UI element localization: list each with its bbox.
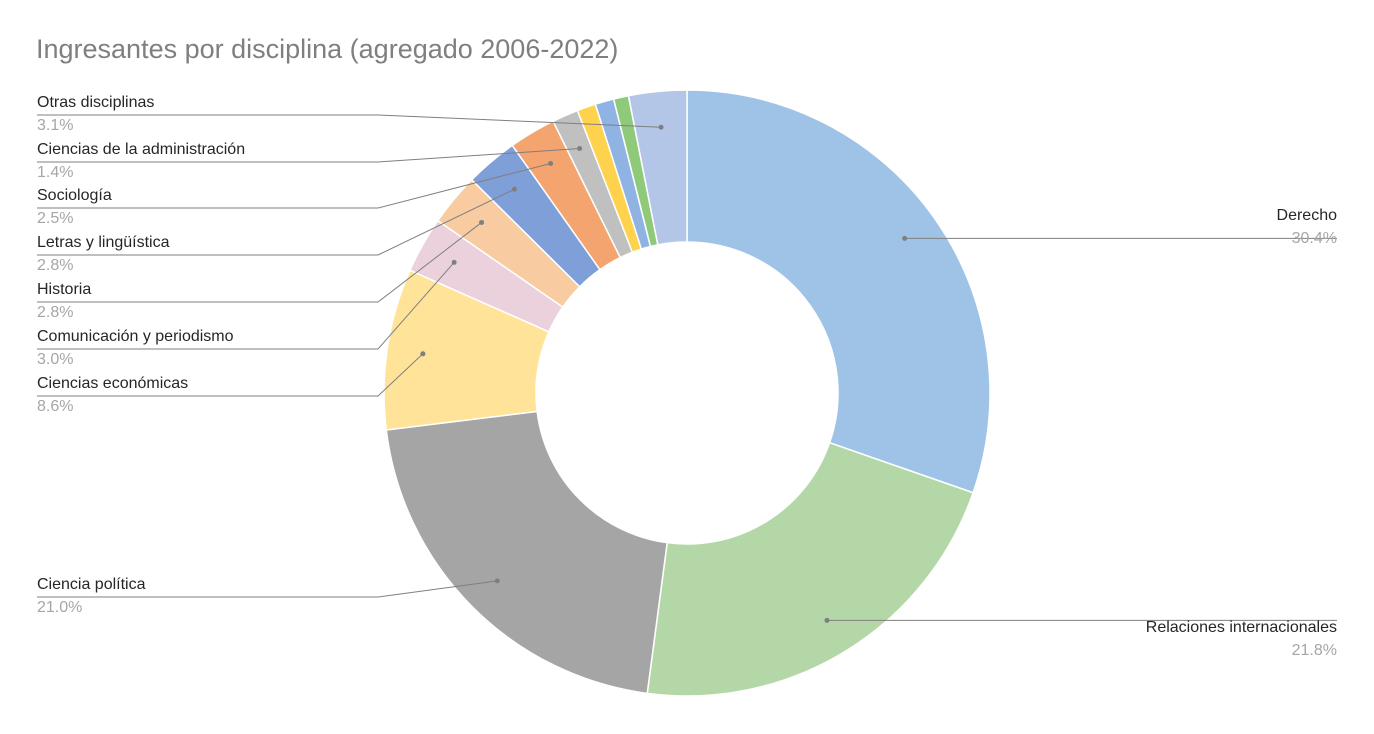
label-value-derecho: 30.4% bbox=[1292, 230, 1337, 247]
label-name-ciencias-economicas: Ciencias económicas bbox=[37, 375, 188, 392]
label-value-letras-y-linguistica: 2.8% bbox=[37, 257, 73, 274]
leader-line-sociologia bbox=[37, 162, 551, 209]
label-name-ciencia-politica: Ciencia política bbox=[37, 576, 146, 593]
slice-relaciones-internacionales bbox=[646, 441, 975, 697]
labels-layer: Derecho 30.4% Relaciones internacionales 21… bbox=[37, 94, 1337, 659]
label-name-letras-y-linguistica: Letras y lingüística bbox=[37, 234, 170, 251]
chart-title: Ingresantes por disciplina (agregado 200… bbox=[36, 34, 619, 64]
label-name-historia: Historia bbox=[37, 281, 91, 298]
label-value-ciencias-economicas: 8.6% bbox=[37, 398, 73, 415]
leader-line-comunicacion-y-periodismo bbox=[37, 262, 455, 350]
slices-layer bbox=[383, 89, 991, 697]
label-name-comunicacion-y-periodismo: Comunicación y periodismo bbox=[37, 328, 234, 345]
label-value-comunicacion-y-periodismo: 3.0% bbox=[37, 351, 73, 368]
slice-otras-disciplinas bbox=[627, 89, 688, 246]
leader-line-letras-y-linguistica bbox=[37, 188, 515, 256]
leader-line-ciencias-de-la-administracion bbox=[37, 148, 580, 163]
label-name-otras-disciplinas: Otras disciplinas bbox=[37, 94, 154, 111]
label-value-sociologia: 2.5% bbox=[37, 210, 73, 227]
slice-ciencia-politica bbox=[385, 410, 669, 695]
leader-line-ciencias-economicas bbox=[37, 353, 424, 397]
label-value-relaciones-internacionales: 21.8% bbox=[1292, 642, 1337, 659]
label-name-relaciones-internacionales: Relaciones internacionales bbox=[1146, 619, 1337, 636]
label-value-otras-disciplinas: 3.1% bbox=[37, 117, 73, 134]
label-value-historia: 2.8% bbox=[37, 304, 73, 321]
slice-derecho bbox=[686, 89, 991, 494]
label-name-derecho: Derecho bbox=[1277, 207, 1338, 224]
label-name-sociologia: Sociología bbox=[37, 187, 112, 204]
leader-lines-layer bbox=[37, 114, 1337, 623]
leader-line-otras-disciplinas bbox=[37, 114, 662, 128]
label-name-ciencias-de-la-administracion: Ciencias de la administración bbox=[37, 141, 245, 158]
label-value-ciencia-politica: 21.0% bbox=[37, 599, 82, 616]
label-value-ciencias-de-la-administracion: 1.4% bbox=[37, 164, 73, 181]
leader-line-ciencia-politica bbox=[37, 580, 498, 598]
leader-line-historia bbox=[37, 222, 482, 303]
